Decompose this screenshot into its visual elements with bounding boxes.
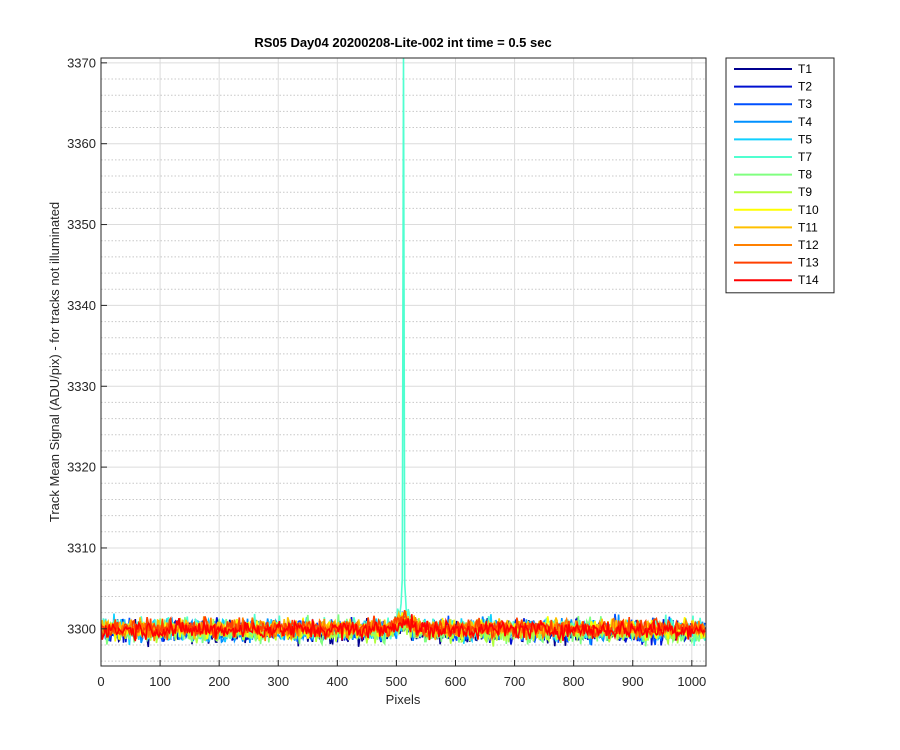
plot-area bbox=[101, 58, 706, 648]
legend-entry-t10: T10 bbox=[798, 203, 819, 217]
legend-entry-t9: T9 bbox=[798, 185, 812, 199]
x-tick-label: 200 bbox=[208, 674, 230, 689]
plot-frame bbox=[100, 57, 707, 667]
legend-entry-t2: T2 bbox=[798, 80, 812, 94]
legend-entry-t8: T8 bbox=[798, 168, 812, 182]
legend-entry-t3: T3 bbox=[798, 97, 812, 111]
legend-entry-t11: T11 bbox=[798, 220, 818, 234]
y-tick-label: 3350 bbox=[67, 217, 96, 232]
x-tick-label: 0 bbox=[97, 674, 104, 689]
y-tick-label: 3320 bbox=[67, 460, 96, 475]
x-tick-label: 700 bbox=[504, 674, 526, 689]
y-tick-label: 3330 bbox=[67, 379, 96, 394]
series-lines bbox=[101, 58, 706, 648]
legend-entry-t7: T7 bbox=[798, 150, 812, 164]
x-tick-label: 800 bbox=[563, 674, 585, 689]
x-tick-label: 600 bbox=[445, 674, 467, 689]
y-axis-label: Track Mean Signal (ADU/pix) - for tracks… bbox=[47, 202, 62, 522]
series-line-t14 bbox=[101, 614, 706, 642]
legend-entry-t14: T14 bbox=[798, 273, 819, 287]
x-tick-label: 1000 bbox=[677, 674, 706, 689]
y-tick-label: 3300 bbox=[67, 621, 96, 636]
legend-entry-t4: T4 bbox=[798, 115, 812, 129]
legend-entry-t12: T12 bbox=[798, 238, 819, 252]
x-tick-label: 900 bbox=[622, 674, 644, 689]
y-axis: 3300 3310 3320 3330 3340 3350 3360 3370 bbox=[67, 55, 107, 636]
y-tick-label: 3340 bbox=[67, 298, 96, 313]
legend-entry-t13: T13 bbox=[798, 256, 819, 270]
x-axis: 0 100 200 300 400 500 600 700 800 900 1000 bbox=[97, 660, 706, 689]
x-tick-label: 300 bbox=[267, 674, 289, 689]
x-axis-label: Pixels bbox=[386, 692, 421, 707]
y-tick-label: 3370 bbox=[67, 55, 96, 70]
x-tick-label: 500 bbox=[386, 674, 408, 689]
legend-entry-t5: T5 bbox=[798, 132, 812, 146]
y-tick-label: 3310 bbox=[67, 540, 96, 555]
x-tick-label: 400 bbox=[326, 674, 348, 689]
y-tick-label: 3360 bbox=[67, 136, 96, 151]
legend-entry-t1: T1 bbox=[798, 62, 812, 76]
x-tick-label: 100 bbox=[149, 674, 171, 689]
legend: T1 T2 T3 T4 T5 T7 T8 T9 T10 T11 T12 T13 T14 bbox=[725, 57, 835, 294]
chart-title: RS05 Day04 20200208-Lite-002 int time = … bbox=[254, 35, 551, 50]
